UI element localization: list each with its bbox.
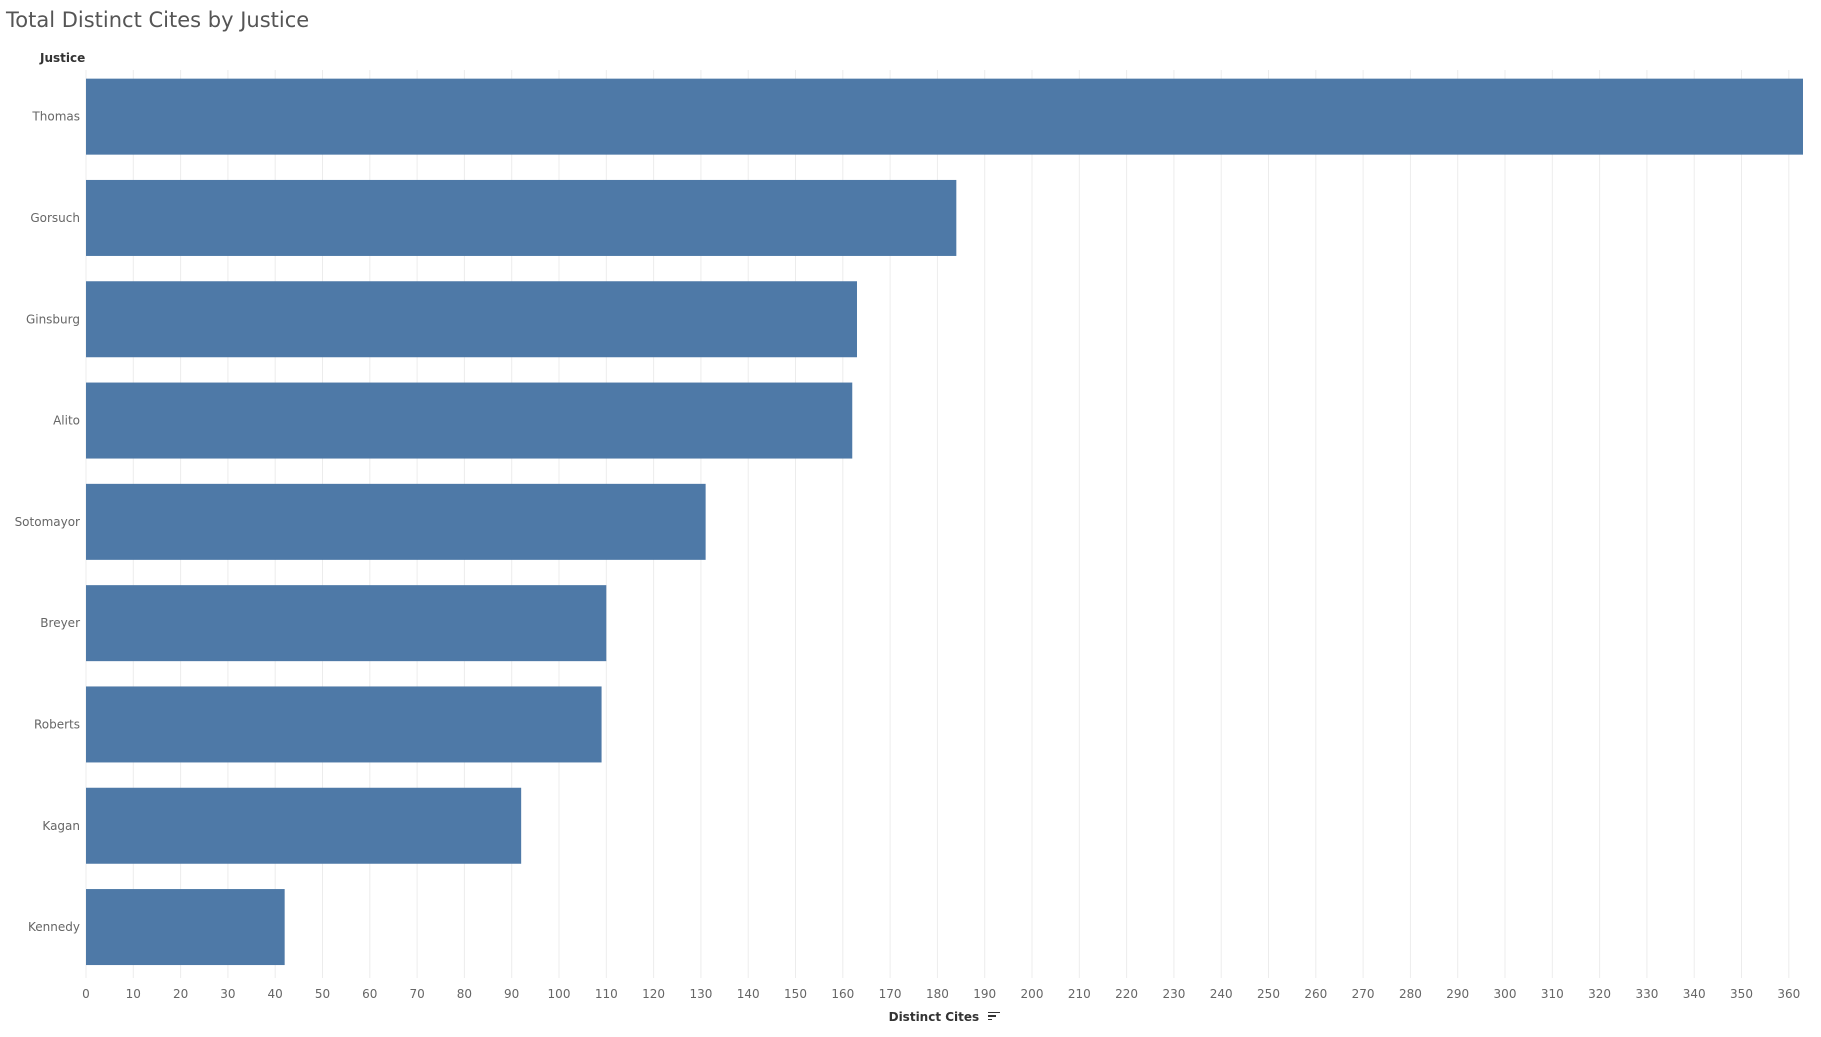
x-tick-label: 70 — [409, 987, 424, 1001]
x-tick-label: 230 — [1162, 987, 1185, 1001]
category-label-sotomayor[interactable]: Sotomayor — [15, 515, 80, 529]
category-label-kagan[interactable]: Kagan — [42, 819, 80, 833]
category-labels: Thomas Gorsuch Ginsburg Alito Sotomayor Breye… — [15, 110, 81, 934]
x-tick-label: 290 — [1446, 987, 1469, 1001]
bar-roberts[interactable] — [86, 686, 602, 763]
bars — [86, 78, 1803, 966]
x-tick-label: 320 — [1588, 987, 1611, 1001]
category-label-alito[interactable]: Alito — [53, 414, 80, 428]
bar-thomas[interactable] — [86, 78, 1803, 155]
x-tick-label: 110 — [595, 987, 618, 1001]
x-tick-label: 40 — [268, 987, 283, 1001]
x-axis-ticks: 0 10 20 30 40 50 60 70 80 90 100 110 120 130 140 150 160… — [82, 987, 1800, 1001]
bar-kagan[interactable] — [86, 787, 522, 864]
x-tick-label: 160 — [831, 987, 854, 1001]
bar-alito[interactable] — [86, 382, 853, 459]
x-tick-label: 330 — [1635, 987, 1658, 1001]
x-tick-label: 100 — [548, 987, 571, 1001]
category-label-gorsuch[interactable]: Gorsuch — [30, 211, 80, 225]
x-tick-label: 120 — [642, 987, 665, 1001]
x-tick-label: 90 — [504, 987, 519, 1001]
x-tick-label: 30 — [220, 987, 235, 1001]
x-tick-label: 220 — [1115, 987, 1138, 1001]
x-tick-label: 200 — [1021, 987, 1044, 1001]
x-tick-label: 280 — [1399, 987, 1422, 1001]
x-tick-label: 170 — [879, 987, 902, 1001]
bar-breyer[interactable] — [86, 585, 607, 662]
x-tick-label: 130 — [689, 987, 712, 1001]
x-tick-label: 360 — [1777, 987, 1800, 1001]
x-tick-label: 350 — [1730, 987, 1753, 1001]
x-tick-label: 80 — [457, 987, 472, 1001]
x-tick-label: 150 — [784, 987, 807, 1001]
category-label-kennedy[interactable]: Kennedy — [28, 920, 80, 934]
x-tick-label: 0 — [82, 987, 90, 1001]
bar-gorsuch[interactable] — [86, 179, 957, 256]
chart-title: Total Distinct Cites by Justice — [6, 8, 310, 32]
x-axis-title-label: Distinct Cites — [888, 1010, 980, 1024]
category-label-ginsburg[interactable]: Ginsburg — [26, 312, 80, 326]
category-label-breyer[interactable]: Breyer — [40, 616, 80, 630]
x-tick-label: 250 — [1257, 987, 1280, 1001]
x-tick-label: 180 — [926, 987, 949, 1001]
x-tick-label: 300 — [1494, 987, 1517, 1001]
x-tick-label: 340 — [1683, 987, 1706, 1001]
bar-ginsburg[interactable] — [86, 281, 857, 358]
x-tick-label: 50 — [315, 987, 330, 1001]
x-tick-label: 210 — [1068, 987, 1091, 1001]
category-label-roberts[interactable]: Roberts — [34, 717, 80, 731]
x-tick-label: 10 — [126, 987, 141, 1001]
x-tick-label: 190 — [973, 987, 996, 1001]
x-tick-label: 310 — [1541, 987, 1564, 1001]
sort-descending-icon[interactable] — [988, 1011, 1001, 1022]
x-tick-label: 240 — [1210, 987, 1233, 1001]
category-label-thomas[interactable]: Thomas — [31, 110, 80, 124]
x-tick-label: 60 — [362, 987, 377, 1001]
x-tick-label: 140 — [737, 987, 760, 1001]
bar-kennedy[interactable] — [86, 889, 285, 966]
x-tick-label: 20 — [173, 987, 188, 1001]
x-tick-label: 260 — [1304, 987, 1327, 1001]
x-axis-title[interactable]: Distinct Cites — [889, 1010, 1001, 1024]
bar-sotomayor[interactable] — [86, 483, 706, 560]
row-header-justice[interactable]: Justice — [40, 51, 86, 65]
x-tick-label: 270 — [1352, 987, 1375, 1001]
